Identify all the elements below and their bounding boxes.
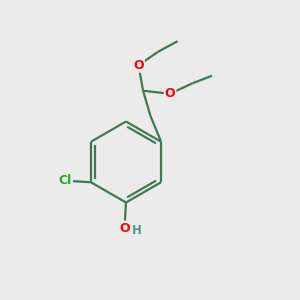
Text: H: H — [131, 224, 141, 237]
Text: O: O — [133, 59, 144, 72]
Text: Cl: Cl — [59, 174, 72, 187]
Text: O: O — [119, 221, 130, 235]
Text: O: O — [165, 87, 176, 100]
